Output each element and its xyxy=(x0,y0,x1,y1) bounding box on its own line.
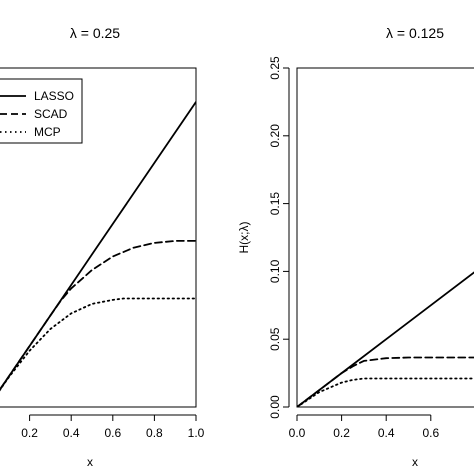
legend-label-lasso: LASSO xyxy=(34,89,74,103)
plot-frame xyxy=(296,67,474,408)
x-tick-label: 0.4 xyxy=(378,426,395,440)
series-line-scad xyxy=(0,239,196,392)
x-axis-title: x xyxy=(87,455,93,469)
series-group xyxy=(297,271,474,407)
right-panel: λ = 0.125 0.0 0.2 0.4 0.6 x 0.00 0.05 0.10 0.15 0.… xyxy=(237,25,474,469)
y-tick-label: 0.10 xyxy=(268,259,282,283)
y-tick-label: 0.00 xyxy=(268,395,282,419)
x-tick-label: 0.2 xyxy=(333,426,350,440)
x-tick-label: 0.2 xyxy=(21,426,38,440)
legend-label-scad: SCAD xyxy=(34,107,68,121)
x-tick-label: 0.6 xyxy=(104,426,121,440)
series-line-scad xyxy=(297,356,474,407)
x-tick-label: 0.4 xyxy=(63,426,80,440)
series-group xyxy=(0,101,196,392)
series-line-mcp xyxy=(297,377,474,407)
chart-title: λ = 0.25 xyxy=(70,25,120,41)
x-tick-label: 0.8 xyxy=(146,426,163,440)
series-line-lasso xyxy=(297,271,474,407)
legend-box xyxy=(0,78,83,144)
chart-title: λ = 0.125 xyxy=(386,25,444,41)
left-panel: λ = 0.25 0.2 0.4 0.6 0.8 1.0 x LASSO SCAD MCP xyxy=(0,25,205,469)
plot-frame xyxy=(0,67,197,408)
x-tick-label: 0.6 xyxy=(422,426,439,440)
y-tick-label: 0.25 xyxy=(268,56,282,80)
y-tick-label: 0.20 xyxy=(268,124,282,148)
y-tick-label: 0.05 xyxy=(268,327,282,351)
x-tick-label: 1.0 xyxy=(188,426,205,440)
legend: LASSO SCAD MCP xyxy=(0,78,83,144)
y-axis-title: H(x;λ) xyxy=(237,222,251,254)
legend-label-mcp: MCP xyxy=(34,125,61,139)
series-line-mcp xyxy=(0,297,196,392)
series-line-lasso xyxy=(0,101,196,392)
x-tick-label: 0.0 xyxy=(289,426,306,440)
y-tick-label: 0.15 xyxy=(268,192,282,216)
x-axis-title: x xyxy=(412,455,418,469)
